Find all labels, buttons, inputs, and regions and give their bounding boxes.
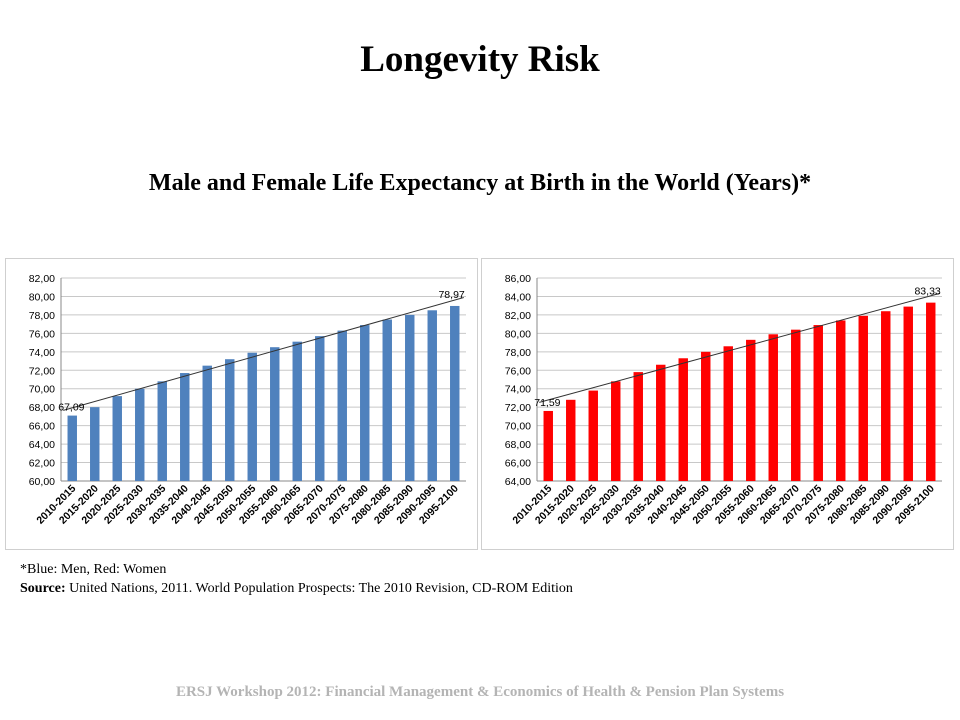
y-tick-label: 62,00: [29, 458, 55, 470]
trendline: [63, 297, 464, 411]
source-label: Source:: [20, 581, 66, 596]
bar: [450, 305, 460, 481]
data-label-last: 83,33: [914, 286, 940, 298]
bar: [292, 341, 302, 481]
bar: [270, 347, 280, 481]
footer: ERSJ Workshop 2012: Financial Management…: [175, 684, 785, 700]
y-tick-label: 76,00: [29, 328, 55, 340]
bar: [611, 381, 621, 481]
bar: [633, 372, 643, 481]
bar: [315, 336, 325, 481]
bar: [360, 325, 370, 481]
color-note: *Blue: Men, Red: Women: [20, 562, 167, 577]
bar: [813, 325, 823, 481]
notes: *Blue: Men, Red: Women Source: United Na…: [20, 560, 573, 598]
bar: [701, 351, 711, 481]
bar: [382, 319, 392, 481]
bar: [427, 310, 437, 481]
bar: [588, 390, 598, 481]
bar: [67, 415, 77, 481]
bar: [746, 339, 756, 481]
bar: [112, 396, 122, 481]
trendline: [539, 292, 940, 403]
source-line: Source: United Nations, 2011. World Popu…: [20, 579, 573, 598]
data-label-first: 71,59: [534, 397, 560, 409]
bar: [225, 359, 235, 481]
bar: [135, 388, 145, 481]
bar: [836, 320, 846, 481]
bar: [903, 306, 913, 481]
bar: [566, 399, 576, 481]
chart-background: [482, 259, 953, 549]
bar: [791, 329, 801, 481]
bar: [180, 373, 190, 481]
slide-title: Longevity Risk: [360, 39, 600, 80]
y-tick-label: 72,00: [29, 365, 55, 377]
y-tick-label: 74,00: [505, 384, 531, 396]
y-tick-label: 66,00: [505, 458, 531, 470]
y-tick-label: 80,00: [29, 291, 55, 303]
bar: [768, 334, 778, 481]
bar: [202, 365, 212, 481]
bar: [405, 314, 415, 481]
bar: [656, 364, 666, 481]
y-tick-label: 68,00: [29, 402, 55, 414]
y-tick-label: 82,00: [29, 273, 55, 285]
bar: [858, 315, 868, 481]
bar: [247, 352, 257, 481]
y-tick-label: 84,00: [505, 291, 531, 303]
source-text: United Nations, 2011. World Population P…: [69, 581, 573, 596]
men-chart-frame: ···· 60,0062,0064,0066,0068,0070,0072,00…: [5, 257, 478, 550]
y-tick-label: 68,00: [505, 439, 531, 451]
y-tick-label: 70,00: [505, 421, 531, 433]
y-tick-label: 64,00: [505, 476, 531, 488]
men-life-expectancy-chart: 60,00 62,00 64,00 66,00 68,00 70,00 72,00 74,00…: [6, 259, 477, 549]
chart-heading: Male and Female Life Expectancy at Birth…: [148, 170, 812, 196]
y-tick-label: 74,00: [29, 347, 55, 359]
y-tick-label: 72,00: [505, 402, 531, 414]
bar: [543, 410, 553, 481]
y-tick-label: 78,00: [29, 310, 55, 322]
bar: [678, 358, 688, 481]
bar: [881, 311, 891, 481]
bar: [926, 302, 936, 481]
y-tick-label: 60,00: [29, 476, 55, 488]
data-label-first: 67,09: [58, 402, 84, 414]
women-chart-frame: ···· 64,0066,0068,0070,0072,0074,0076,00…: [481, 257, 954, 550]
bar: [157, 381, 167, 481]
y-tick-label: 80,00: [505, 328, 531, 340]
women-life-expectancy-chart: 64,00 66,00 68,00 70,00 72,00 74,00 76,00 78,00…: [482, 259, 953, 549]
y-tick-label: 76,00: [505, 365, 531, 377]
bar: [723, 346, 733, 481]
y-tick-label: 86,00: [505, 273, 531, 285]
y-tick-label: 82,00: [505, 310, 531, 322]
y-tick-label: 70,00: [29, 384, 55, 396]
y-tick-label: 64,00: [29, 439, 55, 451]
data-label-last: 78,97: [438, 289, 464, 301]
y-tick-label: 78,00: [505, 347, 531, 359]
bar: [337, 330, 347, 481]
y-tick-label: 66,00: [29, 421, 55, 433]
bar: [90, 407, 100, 481]
